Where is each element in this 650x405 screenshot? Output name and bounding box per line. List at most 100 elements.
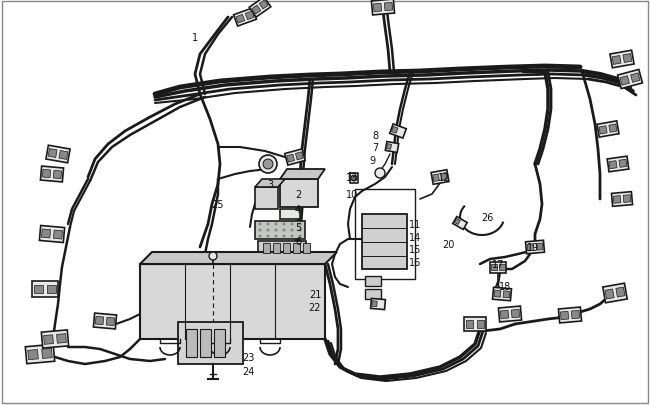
Polygon shape	[42, 330, 69, 348]
Polygon shape	[465, 320, 473, 328]
Text: 25: 25	[212, 200, 224, 209]
Polygon shape	[371, 0, 395, 16]
Polygon shape	[525, 241, 545, 254]
Bar	[365, 289, 381, 299]
Polygon shape	[40, 226, 64, 243]
Circle shape	[375, 168, 385, 179]
Polygon shape	[390, 125, 406, 139]
Text: 17: 17	[492, 259, 504, 269]
Bar	[255, 222, 305, 239]
Polygon shape	[255, 188, 278, 209]
Bar	[273, 243, 280, 254]
Polygon shape	[620, 77, 629, 86]
Polygon shape	[48, 149, 57, 158]
Text: 5: 5	[295, 222, 301, 232]
Polygon shape	[40, 166, 64, 183]
Text: 26: 26	[481, 213, 493, 222]
Circle shape	[266, 229, 270, 232]
Bar	[365, 276, 381, 286]
Bar	[362, 215, 407, 269]
Polygon shape	[441, 173, 447, 181]
Circle shape	[274, 223, 278, 226]
Text: 1: 1	[192, 33, 198, 43]
Polygon shape	[53, 230, 62, 239]
Polygon shape	[249, 0, 271, 18]
Text: 9: 9	[369, 156, 375, 166]
Polygon shape	[623, 54, 632, 63]
Circle shape	[291, 223, 294, 226]
Text: 10: 10	[346, 190, 358, 200]
Polygon shape	[53, 171, 62, 179]
Circle shape	[266, 223, 270, 226]
Polygon shape	[296, 152, 304, 160]
Polygon shape	[493, 288, 512, 301]
Bar	[283, 243, 290, 254]
Text: 20: 20	[442, 239, 454, 249]
Circle shape	[291, 235, 294, 238]
Polygon shape	[490, 262, 506, 273]
Polygon shape	[46, 146, 70, 163]
Circle shape	[259, 156, 277, 174]
Polygon shape	[558, 307, 582, 323]
Polygon shape	[503, 291, 510, 298]
Polygon shape	[499, 264, 505, 271]
Polygon shape	[285, 149, 306, 166]
Text: 22: 22	[309, 302, 321, 312]
Polygon shape	[385, 142, 398, 153]
Polygon shape	[433, 175, 439, 182]
Text: 19: 19	[527, 243, 539, 252]
Polygon shape	[34, 285, 43, 294]
Polygon shape	[599, 126, 607, 135]
Polygon shape	[94, 313, 116, 329]
Text: 13: 13	[346, 173, 358, 183]
Text: 2: 2	[295, 190, 301, 200]
Polygon shape	[28, 350, 38, 360]
Bar	[140, 264, 325, 339]
Polygon shape	[32, 281, 58, 297]
Bar	[200, 329, 211, 357]
Polygon shape	[623, 195, 630, 203]
Polygon shape	[280, 179, 318, 207]
Text: 18: 18	[499, 281, 511, 291]
Polygon shape	[612, 192, 632, 207]
Polygon shape	[476, 320, 484, 328]
Circle shape	[298, 223, 302, 226]
Circle shape	[283, 229, 285, 232]
Polygon shape	[560, 311, 569, 320]
Polygon shape	[494, 290, 501, 297]
Polygon shape	[372, 301, 377, 307]
Polygon shape	[603, 284, 627, 303]
Polygon shape	[140, 252, 337, 264]
Circle shape	[274, 235, 278, 238]
Polygon shape	[252, 6, 261, 15]
Circle shape	[298, 229, 302, 232]
Polygon shape	[47, 285, 56, 294]
Circle shape	[351, 175, 357, 181]
Polygon shape	[42, 230, 51, 239]
Circle shape	[259, 229, 261, 232]
Circle shape	[263, 160, 273, 170]
Polygon shape	[57, 334, 66, 343]
Text: 3: 3	[267, 179, 273, 190]
Polygon shape	[609, 125, 617, 133]
Polygon shape	[384, 3, 393, 12]
Polygon shape	[287, 155, 294, 163]
Text: 11: 11	[409, 220, 421, 230]
Polygon shape	[59, 151, 68, 160]
Bar	[178, 322, 243, 364]
Bar	[258, 241, 306, 256]
Polygon shape	[610, 51, 634, 68]
Circle shape	[209, 252, 217, 260]
Circle shape	[266, 235, 270, 238]
Polygon shape	[536, 243, 543, 251]
Text: 4: 4	[295, 205, 301, 215]
Circle shape	[259, 235, 261, 238]
Polygon shape	[512, 309, 519, 318]
Polygon shape	[107, 318, 114, 326]
Bar	[214, 329, 225, 357]
Polygon shape	[630, 74, 640, 83]
Text: 7: 7	[372, 143, 378, 153]
Polygon shape	[370, 298, 385, 310]
Polygon shape	[96, 317, 104, 325]
Polygon shape	[245, 12, 254, 21]
